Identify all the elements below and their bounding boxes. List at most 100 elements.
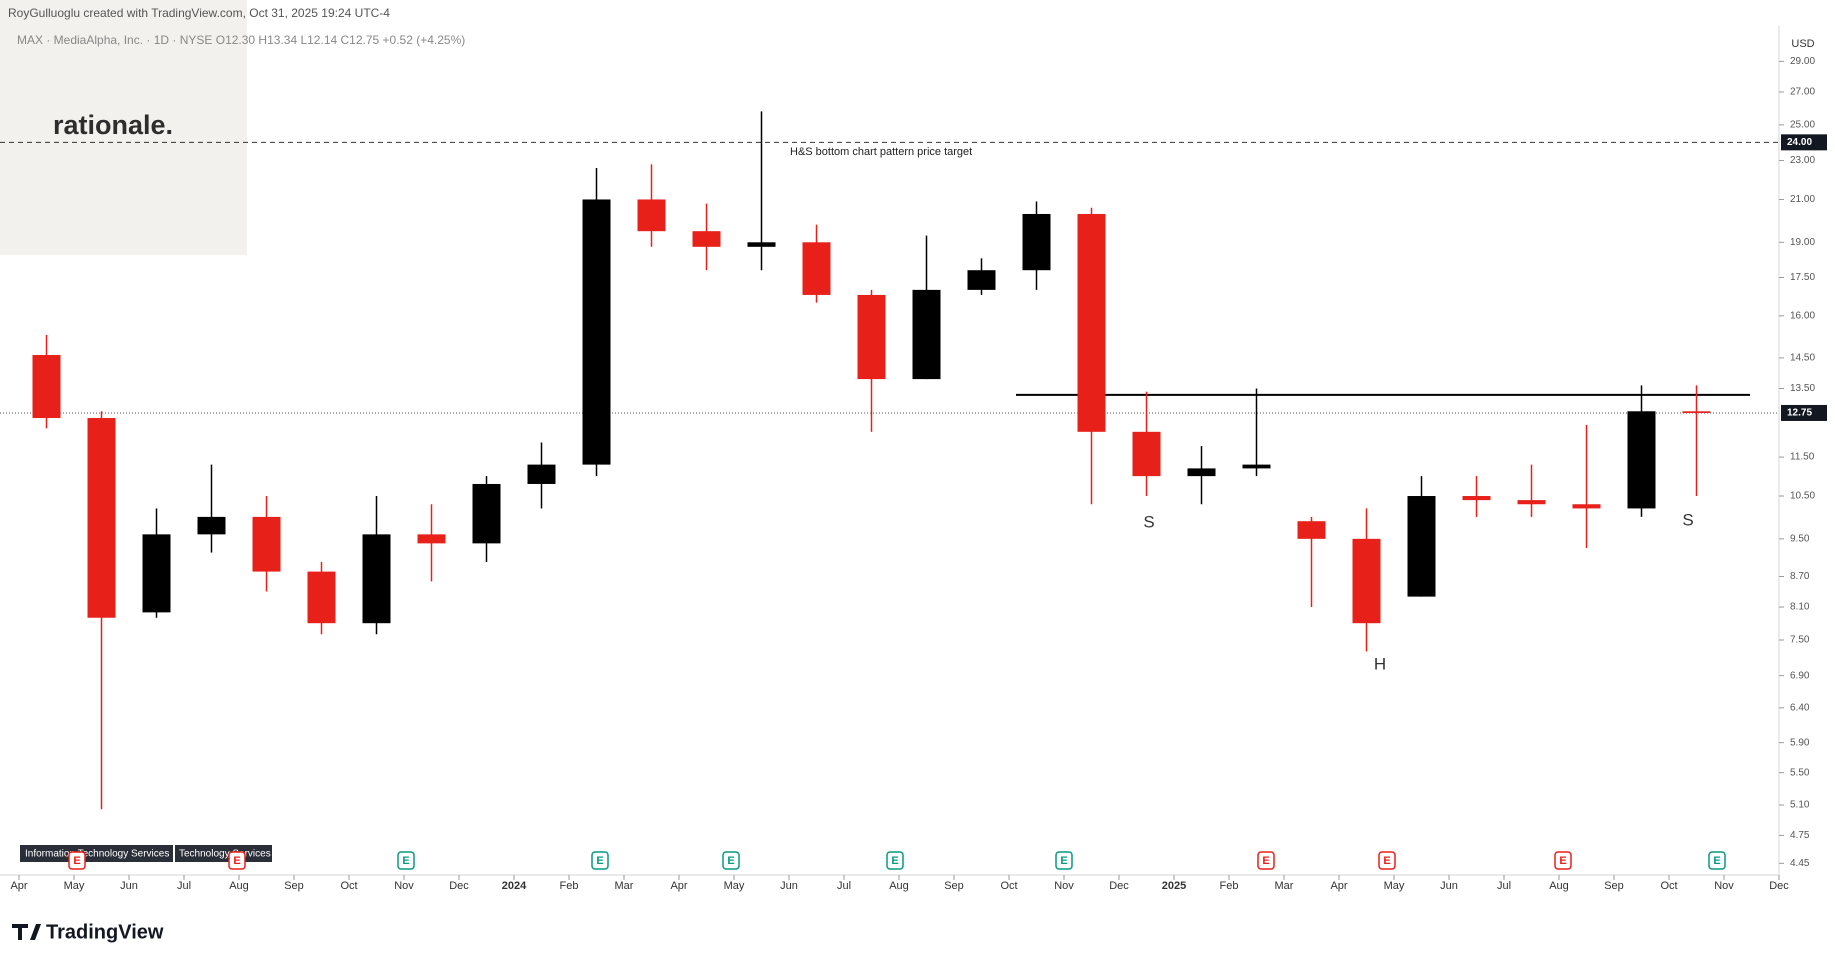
y-tick-label: 6.40: [1790, 702, 1810, 713]
earnings-label: E: [1383, 855, 1390, 867]
earnings-label: E: [1713, 855, 1720, 867]
earnings-marker: [1055, 851, 1073, 870]
x-tick-label: Oct: [340, 880, 357, 892]
earnings-marker: [591, 851, 609, 870]
candle-body: [1352, 538, 1381, 624]
y-tick-label: 27.00: [1790, 87, 1815, 98]
x-tick-label: Apr: [10, 880, 27, 892]
y-tick-label: 14.50: [1790, 353, 1815, 364]
y-tick-label: 23.00: [1790, 155, 1815, 166]
tag: Information Technology Services: [25, 849, 169, 860]
last-price-label: 12.75: [1787, 408, 1812, 419]
candle-body: [472, 483, 501, 544]
candle-body: [362, 534, 391, 624]
candle-body: [582, 199, 611, 465]
x-tick-label: Dec: [1769, 880, 1789, 892]
brand: TradingView: [46, 921, 164, 943]
x-tick-label: Nov: [1054, 880, 1074, 892]
pattern-label: S: [1143, 512, 1154, 531]
tags: Information Technology Services Technolo…: [20, 845, 272, 862]
y-tick-label: 4.45: [1790, 858, 1810, 869]
candle-body: [1187, 468, 1216, 477]
x-tick-label: Jul: [1497, 880, 1511, 892]
y-tick-label: 10.50: [1790, 491, 1815, 502]
x-tick-label: Feb: [1220, 880, 1239, 892]
candle-body: [142, 534, 171, 613]
y-tick-label: 16.00: [1790, 310, 1815, 321]
candle-body: [912, 289, 941, 380]
candle-body: [1077, 213, 1106, 432]
earnings-label: E: [596, 855, 603, 867]
x-tick-label: Dec: [1109, 880, 1129, 892]
x-tick-label: Jul: [177, 880, 191, 892]
candle-body: [1462, 496, 1491, 501]
x-tick-label: Oct: [1660, 880, 1677, 892]
target-note: H&S bottom chart pattern price target: [790, 146, 972, 158]
y-tick-label: 8.70: [1790, 571, 1810, 582]
candle-body: [1627, 411, 1656, 509]
pattern-label: S: [1682, 510, 1693, 529]
candle-body: [1297, 521, 1326, 539]
y-tick-label: 4.75: [1790, 830, 1810, 841]
candle-body: [1242, 464, 1271, 469]
candle-body: [802, 242, 831, 295]
footer-logo: TradingView: [12, 921, 164, 943]
target-badge: [1781, 134, 1827, 151]
y-tick-label: 13.50: [1790, 383, 1815, 394]
x-tick-label: Apr: [670, 880, 687, 892]
candle-body: [967, 270, 996, 290]
candle-body: [1022, 213, 1051, 271]
earnings-label: E: [891, 855, 898, 867]
x-tick-label: May: [64, 880, 85, 892]
y-tick-label: 5.50: [1790, 767, 1810, 778]
candle-body: [1572, 504, 1601, 509]
candle-body: [637, 199, 666, 232]
earnings-label: E: [402, 855, 409, 867]
x-tick-label: May: [1384, 880, 1405, 892]
x-tick-label: Jun: [120, 880, 138, 892]
x-tick-label: Mar: [615, 880, 634, 892]
pattern-label: H: [1374, 654, 1386, 673]
attribution: RoyGulluoglu created with TradingView.co…: [8, 6, 390, 20]
earnings-label: E: [727, 855, 734, 867]
y-tick-label: 6.90: [1790, 670, 1810, 681]
y-tick-label: 9.50: [1790, 533, 1810, 544]
x-tick-label: 2024: [502, 880, 527, 892]
earnings-label: E: [1262, 855, 1269, 867]
y-tick-label: 8.10: [1790, 602, 1810, 613]
y-tick-label: 25.00: [1790, 120, 1815, 131]
y-tick-label: 5.10: [1790, 800, 1810, 811]
y-tick-label: 7.50: [1790, 635, 1810, 646]
last-price-badge: [1781, 404, 1827, 421]
y-tick-label: 5.90: [1790, 737, 1810, 748]
x-tick-label: Apr: [1330, 880, 1347, 892]
y-tick-label: 21.00: [1790, 194, 1815, 205]
candle-body: [747, 242, 776, 247]
x-tick-label: Dec: [449, 880, 469, 892]
earnings-marker: [228, 851, 246, 870]
earnings-label: E: [1559, 855, 1566, 867]
y-tick-label: 29.00: [1790, 56, 1815, 67]
x-tick-label: Feb: [560, 880, 579, 892]
earnings-label: E: [73, 855, 80, 867]
x-tick-label: Sep: [284, 880, 304, 892]
candle-body: [417, 534, 446, 544]
candle-body: [32, 354, 61, 419]
tag: Technology Services: [179, 849, 271, 860]
x-tick-label: Aug: [1549, 880, 1569, 892]
earnings-marker: [1708, 851, 1726, 870]
candle-body: [527, 464, 556, 484]
x-tick-label: Sep: [944, 880, 964, 892]
candle-body: [252, 516, 281, 572]
x-tick-label: Oct: [1000, 880, 1017, 892]
x-tick-label: Sep: [1604, 880, 1624, 892]
y-tick-label: 19.00: [1790, 237, 1815, 248]
earnings-marker: [1378, 851, 1396, 870]
y-tick-label: 11.50: [1790, 452, 1815, 463]
x-tick-label: Jun: [780, 880, 798, 892]
candle-body: [1682, 411, 1711, 413]
x-tick-label: Aug: [229, 880, 249, 892]
candle-body: [307, 571, 336, 624]
x-tick-label: Jul: [837, 880, 851, 892]
